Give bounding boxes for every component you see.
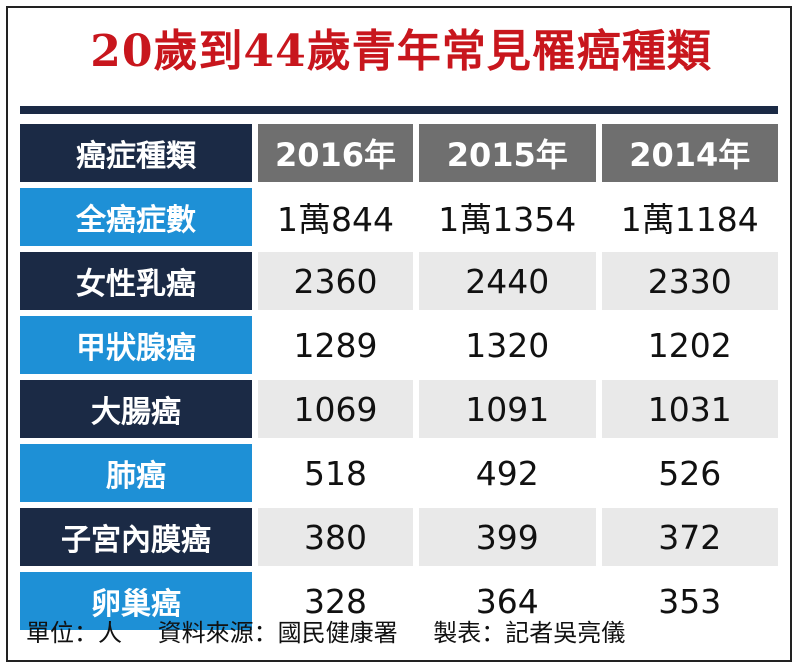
table-cell: 1289 [252, 316, 414, 374]
table-cell: 2330 [595, 252, 778, 310]
table-cell: 2440 [413, 252, 596, 310]
row-label: 女性乳癌 [20, 252, 252, 310]
table-row: 全癌症數 1萬844 1萬1354 1萬1184 [20, 188, 778, 246]
table-row: 卵巢癌 328 364 353 [20, 572, 778, 630]
header-label: 癌症種類 [20, 124, 252, 182]
header-year-2016: 2016年 [252, 124, 414, 182]
table-row: 子宮內膜癌 380 399 372 [20, 508, 778, 566]
table-cell: 328 [252, 572, 414, 630]
table-cell: 399 [413, 508, 596, 566]
footer: 單位：人 資料來源：國民健康署 製表：記者吳亮儀 [26, 613, 786, 648]
table-cell: 1091 [413, 380, 596, 438]
row-label: 大腸癌 [20, 380, 252, 438]
table-cell: 1202 [595, 316, 778, 374]
table-row: 肺癌 518 492 526 [20, 444, 778, 502]
footer-maker: 製表：記者吳亮儀 [433, 619, 626, 647]
table-cell: 1031 [595, 380, 778, 438]
table-cell: 492 [413, 444, 596, 502]
chart-title: 20歲到44歲青年常見罹癌種類 [90, 26, 712, 77]
table-cell: 353 [595, 572, 778, 630]
row-label: 卵巢癌 [20, 572, 252, 630]
table-row: 甲狀腺癌 1289 1320 1202 [20, 316, 778, 374]
header-year-2014: 2014年 [595, 124, 778, 182]
table-row: 女性乳癌 2360 2440 2330 [20, 252, 778, 310]
footer-source: 資料來源：國民健康署 [157, 619, 398, 647]
table-cell: 364 [413, 572, 596, 630]
table-cell: 372 [595, 508, 778, 566]
table-cell: 518 [252, 444, 414, 502]
table-cell: 1萬1184 [595, 188, 778, 246]
row-label: 肺癌 [20, 444, 252, 502]
table-cell: 1萬844 [252, 188, 414, 246]
row-label: 甲狀腺癌 [20, 316, 252, 374]
footer-unit: 單位：人 [26, 619, 122, 647]
table-cell: 1069 [252, 380, 414, 438]
row-label: 全癌症數 [20, 188, 252, 246]
table-header-row: 癌症種類 2016年 2015年 2014年 [20, 124, 778, 182]
chart-frame: 20歲到44歲青年常見罹癌種類 癌症種類 2016年 2015年 2014年 全… [6, 6, 792, 662]
header-year-2015: 2015年 [413, 124, 596, 182]
header-accent-bar [20, 106, 778, 114]
cancer-table: 癌症種類 2016年 2015年 2014年 全癌症數 1萬844 1萬1354… [20, 118, 778, 636]
table-row: 大腸癌 1069 1091 1031 [20, 380, 778, 438]
table-cell: 1萬1354 [413, 188, 596, 246]
table-cell: 2360 [252, 252, 414, 310]
row-label: 子宮內膜癌 [20, 508, 252, 566]
table-cell: 1320 [413, 316, 596, 374]
table-cell: 526 [595, 444, 778, 502]
table-cell: 380 [252, 508, 414, 566]
